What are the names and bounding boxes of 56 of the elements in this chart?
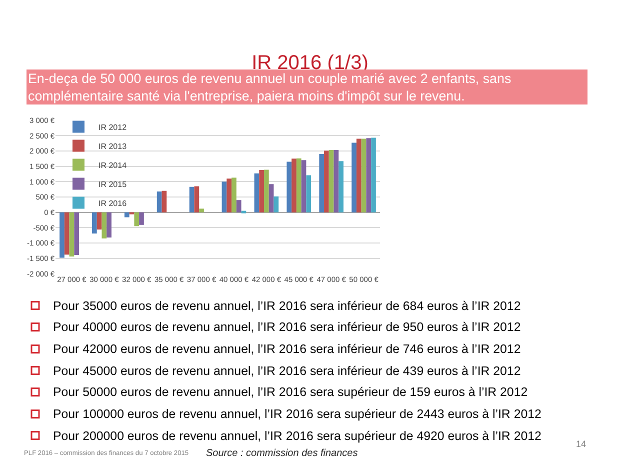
bar <box>259 170 264 212</box>
bar <box>74 212 80 255</box>
bar <box>134 212 140 226</box>
bar <box>96 212 102 230</box>
bar <box>64 212 70 255</box>
bar <box>264 170 269 212</box>
bar <box>361 138 366 212</box>
bar <box>356 138 362 212</box>
bar <box>286 162 292 212</box>
bar <box>69 212 74 257</box>
bar <box>236 200 242 212</box>
bar <box>124 212 130 218</box>
legend-label: IR 2013 <box>98 142 128 151</box>
bar <box>106 212 112 238</box>
legend-label: IR 2016 <box>98 198 128 208</box>
bar <box>199 208 204 212</box>
bar <box>268 184 274 212</box>
text: Pour 35000 euros de revenu annuel, l’IR 2016 sera inférieur de 684 euros à l’IR 2012 <box>53 299 521 313</box>
bar <box>306 175 312 212</box>
text: Pour 45000 euros de revenu annuel, l’IR 2016 sera inférieur de 439 euros à l’IR 2012 <box>53 364 521 378</box>
bar <box>319 154 324 212</box>
bar <box>226 178 232 212</box>
bar <box>60 212 64 258</box>
bar <box>292 158 296 212</box>
text: 14 <box>576 439 586 449</box>
bar <box>102 212 107 238</box>
text: Pour 100000 euros de revenu annuel, l’IR 2016 sera supérieur de 2443 euros à l’IR 2012 <box>53 407 542 421</box>
bar <box>301 160 306 212</box>
legend-label: IR 2012 <box>98 122 128 132</box>
bar <box>189 186 194 212</box>
bar <box>194 186 200 212</box>
bar <box>366 138 372 212</box>
bar <box>232 178 236 212</box>
bar <box>162 190 167 212</box>
bar <box>241 210 246 214</box>
bar <box>324 150 329 212</box>
source-note: Source : commission des finances <box>206 448 358 459</box>
text: Pour 200000 euros de revenu annuel, l’IR 2016 sera supérieur de 4920 euros à l’IR 2012 <box>53 429 542 443</box>
bar <box>92 212 97 234</box>
bar <box>328 150 334 212</box>
legend-label: IR 2015 <box>98 180 128 189</box>
bar <box>371 138 376 212</box>
legend-label: IR 2014 <box>98 160 128 170</box>
bar <box>338 161 344 212</box>
bar <box>139 212 144 225</box>
chart-subtitle: En-deça de 50 000 euros de revenu annuel un couple marié avec 2 enfants, sans complémentaire santé via l'entreprise, paiera moins d'impôt sur le revenu. <box>28 71 512 104</box>
bar <box>334 150 339 212</box>
bar <box>222 182 227 212</box>
bar <box>352 142 356 212</box>
bar <box>274 196 279 212</box>
text: Pour 40000 euros de revenu annuel, l’IR 2016 sera inférieur de 950 euros à l’IR 2012 <box>53 320 521 334</box>
text: Pour 42000 euros de revenu annuel, l’IR 2016 sera inférieur de 746 euros à l’IR 2012 <box>53 342 521 356</box>
bar <box>254 173 260 212</box>
bar <box>296 158 302 212</box>
bar <box>156 191 162 212</box>
text: Pour 50000 euros de revenu annuel, l’IR 2016 sera supérieur de 159 euros à l’IR 2012 <box>53 385 528 399</box>
